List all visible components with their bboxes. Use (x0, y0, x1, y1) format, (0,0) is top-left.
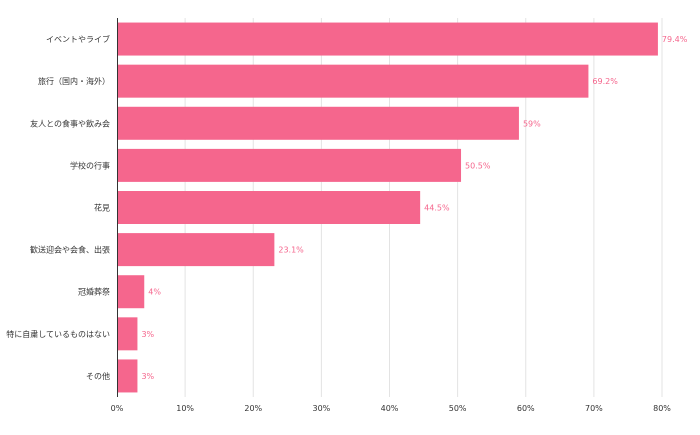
bar-5 (118, 191, 421, 224)
bar-2 (118, 64, 589, 98)
x-tick-label: 40% (381, 404, 399, 413)
x-tick-label: 60% (517, 404, 535, 413)
data-label: 59% (523, 119, 541, 128)
category-label: 学校の行事 (70, 160, 110, 170)
data-label: 23.1% (278, 246, 304, 255)
category-label: 旅行（国内・海外） (38, 76, 110, 86)
x-tick-label: 80% (653, 404, 671, 413)
bar-7 (118, 275, 145, 309)
data-label: 50.5% (465, 161, 491, 170)
bar-1 (118, 22, 658, 56)
category-label: イベントやライブ (46, 34, 110, 44)
x-tick-label: 70% (585, 404, 603, 413)
bar-3 (118, 106, 519, 140)
x-tick-label: 0% (111, 404, 124, 413)
x-tick-label: 30% (312, 404, 330, 413)
data-label: 3% (141, 372, 154, 381)
category-label: 友人との食事や飲み会 (30, 118, 110, 128)
category-label: 冠婚葬祭 (78, 287, 110, 297)
category-label: 歓送迎会や会食、出張 (30, 245, 110, 255)
bar-9 (118, 359, 138, 393)
bar-6 (118, 233, 275, 267)
category-label: 花見 (94, 203, 110, 213)
category-label: その他 (86, 371, 110, 381)
data-label: 44.5% (424, 204, 450, 213)
category-label: 特に自粛しているものはない (6, 329, 110, 339)
x-tick-label: 10% (176, 404, 194, 413)
x-tick-label: 50% (449, 404, 467, 413)
data-label: 69.2% (592, 77, 618, 86)
bar-8 (118, 317, 138, 351)
data-label: 3% (141, 330, 154, 339)
bar-4 (118, 148, 462, 182)
data-label: 4% (148, 288, 161, 297)
x-tick-label: 20% (244, 404, 262, 413)
data-label: 79.4% (662, 35, 688, 44)
